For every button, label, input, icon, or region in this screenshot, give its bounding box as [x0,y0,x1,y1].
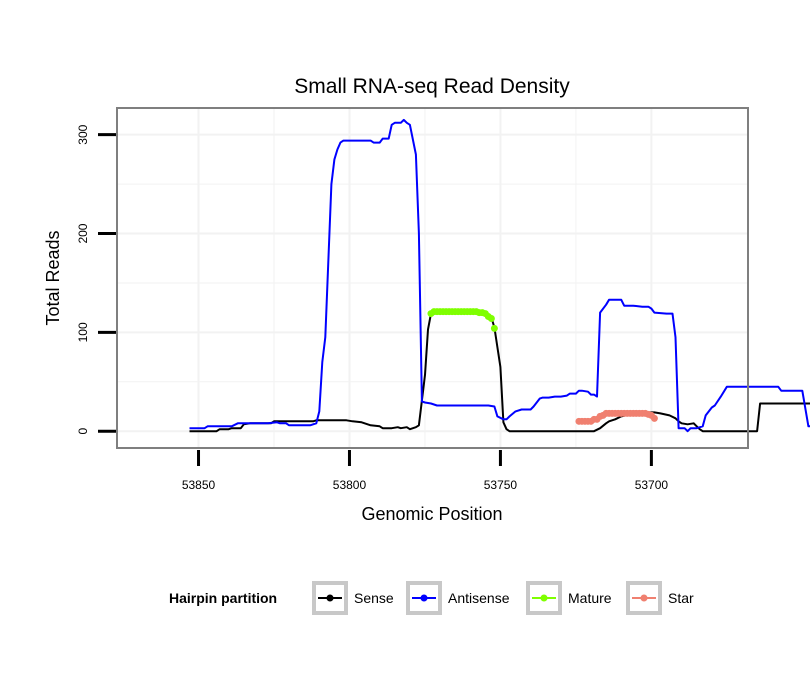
legend-dot-sense [326,594,334,602]
legend-label-antisense: Antisense [448,590,510,606]
y-axis: 0 100 200 300 [76,124,116,435]
y-tick-label: 0 [76,428,90,435]
legend-title: Hairpin partition [169,590,277,606]
y-tick-label: 200 [76,223,90,243]
x-tick-label: 53850 [182,478,216,492]
legend-dot-mature [540,594,548,602]
legend-dot-antisense [420,594,428,602]
point-star [650,414,658,422]
x-tick-label: 53700 [635,478,669,492]
legend-label-sense: Sense [354,590,394,606]
x-tick-label: 53800 [333,478,367,492]
y-tick-label: 300 [76,124,90,144]
point-mature [487,315,495,323]
series-layer [189,118,810,433]
plot-border [116,107,749,449]
x-axis: 53850 53800 53750 53700 [182,450,669,492]
y-tick-label: 100 [76,322,90,342]
legend: Hairpin partition Sense Antisense Mature Sta… [169,581,694,615]
point-mature [490,324,498,332]
legend-label-mature: Mature [568,590,612,606]
legend-dot-star [640,594,648,602]
legend-label-star: Star [668,590,694,606]
chart-title: Small RNA-seq Read Density [294,75,570,98]
series-line-antisense [189,118,810,433]
x-axis-label: Genomic Position [361,504,502,524]
y-axis-label: Total Reads [43,230,63,325]
x-tick-label: 53750 [484,478,518,492]
grid [117,108,748,448]
